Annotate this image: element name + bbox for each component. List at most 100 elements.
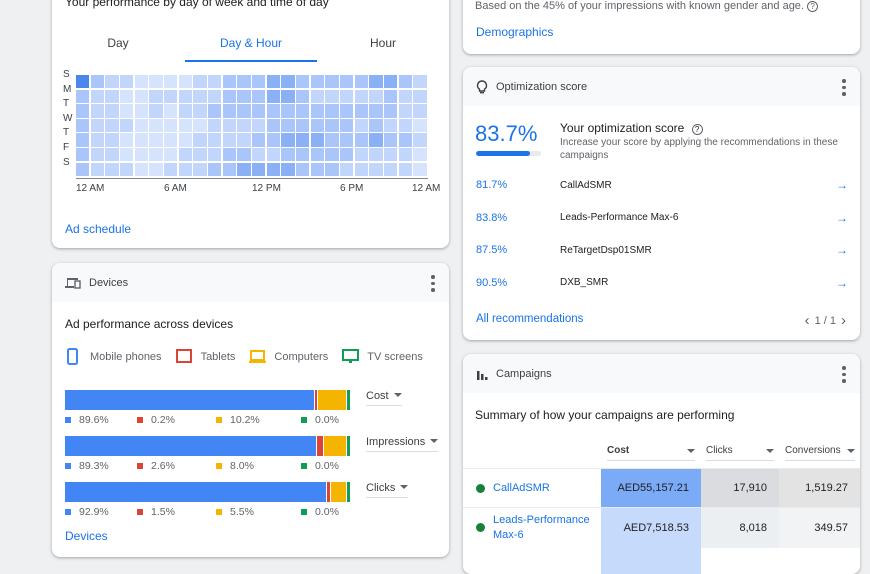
heatmap-cell[interactable] [222,148,237,162]
heatmap-cell[interactable] [310,133,325,147]
heatmap-cell[interactable] [384,118,398,133]
heatmap-cell[interactable] [164,104,178,118]
heatmap-cell[interactable] [90,75,105,89]
heatmap-cell[interactable] [296,104,310,118]
heatmap-cell[interactable] [178,89,193,103]
heatmap-cell[interactable] [325,104,339,118]
heatmap-cell[interactable] [384,75,398,89]
heatmap-cell[interactable] [252,148,266,162]
heatmap-cell[interactable] [149,104,163,118]
heatmap-cell[interactable] [208,148,222,162]
heatmap-cell[interactable] [325,133,339,147]
heatmap-cell[interactable] [237,75,251,89]
heatmap-cell[interactable] [134,118,149,133]
heatmap-cell[interactable] [222,133,237,147]
heatmap-cell[interactable] [413,148,427,162]
heatmap-cell[interactable] [208,133,222,147]
heatmap-cell[interactable] [134,133,149,147]
heatmap-cell[interactable] [76,89,90,103]
column-header-cost[interactable]: Cost [607,445,695,461]
heatmap-cell[interactable] [340,104,354,118]
heatmap-cell[interactable] [105,162,119,176]
metric-dropdown[interactable]: Clicks [366,482,409,498]
more-options-icon[interactable] [842,366,846,383]
heatmap-cell[interactable] [398,118,413,133]
heatmap-cell[interactable] [266,133,281,147]
heatmap-cell[interactable] [354,148,369,162]
tab-day[interactable]: Day [107,36,129,50]
heatmap-cell[interactable] [134,148,149,162]
heatmap-cell[interactable] [120,148,134,162]
heatmap-cell[interactable] [340,118,354,133]
heatmap-cell[interactable] [252,118,266,133]
heatmap-cell[interactable] [164,133,178,147]
heatmap-cell[interactable] [252,89,266,103]
heatmap-cell[interactable] [310,118,325,133]
help-icon[interactable]: ? [807,1,819,12]
heatmap-cell[interactable] [340,75,354,89]
heatmap-cell[interactable] [384,162,398,176]
heatmap-cell[interactable] [310,89,325,103]
tab-hour[interactable]: Hour [369,36,396,50]
heatmap-cell[interactable] [193,162,207,176]
metric-dropdown[interactable]: Cost [366,390,402,406]
heatmap-cell[interactable] [222,162,237,176]
heatmap-cell[interactable] [120,104,134,118]
arrow-right-icon[interactable]: → [836,178,848,192]
heatmap-cell[interactable] [222,118,237,133]
heatmap-cell[interactable] [178,162,193,176]
heatmap-cell[interactable] [296,162,310,176]
heatmap-cell[interactable] [252,162,266,176]
heatmap-cell[interactable] [340,89,354,103]
heatmap-cell[interactable] [398,75,413,89]
column-header-clicks[interactable]: Clicks [706,445,774,461]
heatmap-cell[interactable] [398,133,413,147]
heatmap-cell[interactable] [76,118,90,133]
heatmap-cell[interactable] [281,148,295,162]
heatmap-cell[interactable] [281,118,295,133]
heatmap-cell[interactable] [325,162,339,176]
heatmap-cell[interactable] [149,89,163,103]
heatmap-cell[interactable] [76,75,90,89]
heatmap-cell[interactable] [164,148,178,162]
heatmap-cell[interactable] [76,162,90,176]
heatmap-cell[interactable] [384,104,398,118]
heatmap-cell[interactable] [105,75,119,89]
prev-page-icon[interactable]: ‹ [804,312,810,329]
heatmap-cell[interactable] [134,75,149,89]
ad-schedule-link[interactable]: Ad schedule [65,222,132,236]
heatmap-cell[interactable] [120,75,134,89]
heatmap-cell[interactable] [369,162,383,176]
heatmap-cell[interactable] [266,75,281,89]
heatmap-cell[interactable] [369,89,383,103]
heatmap-cell[interactable] [237,162,251,176]
heatmap-cell[interactable] [398,104,413,118]
more-options-icon[interactable] [431,275,435,292]
recommendation-row[interactable]: 83.8% Leads-Performance Max-6 → [476,208,848,228]
heatmap-cell[interactable] [222,75,237,89]
heatmap-cell[interactable] [296,148,310,162]
more-options-icon[interactable] [842,79,846,96]
heatmap-cell[interactable] [266,148,281,162]
heatmap-cell[interactable] [149,162,163,176]
heatmap-cell[interactable] [193,89,207,103]
heatmap-cell[interactable] [105,89,119,103]
heatmap-cell[interactable] [398,162,413,176]
heatmap-cell[interactable] [76,148,90,162]
heatmap-cell[interactable] [237,133,251,147]
heatmap-cell[interactable] [340,133,354,147]
heatmap-cell[interactable] [281,89,295,103]
heatmap-cell[interactable] [164,89,178,103]
arrow-right-icon[interactable]: → [836,243,848,257]
heatmap-cell[interactable] [120,162,134,176]
heatmap-cell[interactable] [120,89,134,103]
heatmap-cell[interactable] [149,118,163,133]
heatmap-cell[interactable] [340,162,354,176]
heatmap-cell[interactable] [354,133,369,147]
heatmap-cell[interactable] [281,162,295,176]
heatmap-cell[interactable] [354,89,369,103]
demographics-link[interactable]: Demographics [476,25,554,39]
heatmap-cell[interactable] [90,118,105,133]
recommendation-row[interactable]: 90.5% DXB_SMR → [476,273,848,293]
tab-day-hour[interactable]: Day & Hour [219,36,283,50]
